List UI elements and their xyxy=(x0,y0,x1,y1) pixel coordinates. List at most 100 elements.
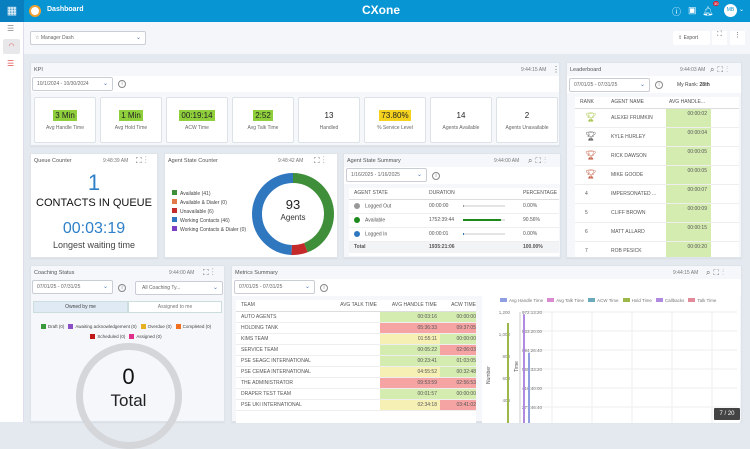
tab-assigned-to-me[interactable]: Assigned to me xyxy=(128,301,222,313)
expand-more-icons[interactable]: ⛶⋮ xyxy=(136,156,150,165)
expand-more-icons[interactable]: ⛶⋮ xyxy=(203,268,217,277)
notification-bell-icon[interactable]: 🔔︎ xyxy=(702,6,714,16)
legend-item[interactable]: Overdue (0) xyxy=(140,324,172,330)
table-row[interactable]: 🏆︎ RICK DAWSON 00:00:05 xyxy=(575,146,739,165)
column-header[interactable]: ACW TIME xyxy=(451,302,476,309)
legend-item[interactable]: Avg Handle Time xyxy=(500,298,543,303)
table-row[interactable]: PSE SEAGC INTERNATIONAL 00:23:41 01:03:05 xyxy=(236,355,476,366)
legend-item[interactable]: Unavailable (6) xyxy=(172,208,246,217)
column-header[interactable]: AVG TALK TIME xyxy=(340,302,377,309)
chart-bar[interactable] xyxy=(528,352,530,423)
table-row[interactable]: HOLDING TANK 05:36:33 09:37:05 xyxy=(236,322,476,333)
chevron-down-icon: ⌄ xyxy=(304,284,310,290)
app-grid-icon[interactable]: ▦ xyxy=(0,0,24,22)
column-header[interactable]: PERCENTAGE xyxy=(523,190,558,197)
legend-item[interactable]: Hold Time xyxy=(622,298,652,303)
table-row[interactable]: PSE CEMEA INTERNATIONAL 04:55:52 00:32:48 xyxy=(236,366,476,377)
legend-item[interactable]: Assigned (0) xyxy=(129,334,162,340)
search-expand-more-icons[interactable]: ⌕⛶⋮ xyxy=(706,268,728,277)
kpi-card[interactable]: 13 Handled xyxy=(298,97,360,143)
sidebar-item-dashboard[interactable]: ◠ xyxy=(3,39,20,54)
table-row[interactable]: SERVICE TEAM 00:05:22 02:06:03 xyxy=(236,344,476,355)
table-row[interactable]: PSE UKI INTERNATIONAL 02:34:18 03:41:02 xyxy=(236,399,476,410)
export-button[interactable]: ⇪ Export xyxy=(673,31,710,45)
avatar-chevron-icon[interactable]: ⌄ xyxy=(739,7,745,13)
kpi-card[interactable]: 00:19:14 ACW Time xyxy=(166,97,228,143)
info-icon[interactable]: i xyxy=(320,284,328,292)
kpi-card[interactable]: 73.80% % Service Level xyxy=(364,97,426,143)
fullscreen-button[interactable]: ⛶ xyxy=(712,31,727,45)
coaching-type-select[interactable]: All Coaching Ty... ⌄ xyxy=(135,281,223,295)
donut-segment[interactable] xyxy=(252,173,334,255)
column-header[interactable]: DURATION xyxy=(429,190,455,197)
legend-item[interactable]: Talk Time xyxy=(688,298,716,303)
info-icon[interactable]: i xyxy=(118,284,126,292)
date-range-select[interactable]: 07/01/25 - 07/31/25 ⌄ xyxy=(569,78,650,92)
table-row[interactable]: DRAPER TEST TEAM 00:01:57 00:00:00 xyxy=(236,388,476,399)
date-range-select[interactable]: 10/1/2024 - 10/30/2024 ⌄ xyxy=(32,77,113,91)
legend-item[interactable]: Available (41) xyxy=(172,190,246,199)
search-expand-more-icons[interactable]: ⌕⛶⋮ xyxy=(710,65,732,74)
search-expand-more-icons[interactable]: ⌕⛶⋮ xyxy=(528,156,550,165)
info-icon[interactable]: i xyxy=(118,80,126,88)
chart-bar[interactable] xyxy=(507,323,509,423)
trophy-icon: 🏆︎ xyxy=(585,150,597,160)
sidebar-item-list[interactable]: ☰ xyxy=(7,59,15,68)
legend-item[interactable]: Callbacks xyxy=(655,298,684,303)
apps-icon[interactable]: ▣ xyxy=(688,5,697,15)
kpi-card[interactable]: 14 Agents Available xyxy=(430,97,492,143)
table-row[interactable]: Logged In 00:00:01 0.00% xyxy=(349,227,559,241)
table-row[interactable]: 🏆︎ MIKE GOODE 00:00:05 xyxy=(575,165,739,184)
legend-item[interactable]: Working Contacts (46) xyxy=(172,217,246,226)
info-icon[interactable]: i xyxy=(655,81,663,89)
dashboard-select[interactable]: ☆ Manager Dash ⌄ xyxy=(30,31,146,45)
tab-owned-by-me[interactable]: Owned by me xyxy=(33,301,128,313)
donut-segment[interactable] xyxy=(252,173,334,255)
kpi-card[interactable]: 2:52 Avg Talk Time xyxy=(232,97,294,143)
table-row[interactable]: AUTO AGENTS 00:03:16 00:00:00 xyxy=(236,311,476,322)
user-avatar[interactable]: MB xyxy=(724,4,737,17)
total-percentage: 100.00% xyxy=(523,244,543,251)
expand-more-icons[interactable]: ⛶⋮ xyxy=(314,156,328,165)
legend-item[interactable]: Available & Dialer (0) xyxy=(172,199,246,208)
kpi-card[interactable]: 1 Min Avg Hold Time xyxy=(100,97,162,143)
legend-item[interactable]: Working Contacts & Dialer (0) xyxy=(172,226,246,235)
kpi-card[interactable]: 3 Min Avg Handle Time xyxy=(34,97,96,143)
legend-item[interactable]: Awaiting acknowledgement (0) xyxy=(68,324,137,330)
column-header[interactable]: RANK xyxy=(580,99,594,106)
table-row[interactable]: 🏆︎ KYLE HURLEY 00:00:04 xyxy=(575,127,739,146)
collapse-menu-icon[interactable]: ☰ xyxy=(7,24,15,33)
legend-item[interactable]: Draft (0) xyxy=(40,324,64,330)
table-row[interactable]: 🏆︎ ALEXEI FRUMKIN 00:00:02 xyxy=(575,108,739,127)
chart-bar[interactable] xyxy=(523,314,525,423)
legend-item[interactable]: ACW Time xyxy=(588,298,619,303)
column-header[interactable]: AVG HANDLE TIME xyxy=(391,302,437,309)
table-row[interactable]: THE ADMINISTRATOR 09:53:59 02:56:53 xyxy=(236,377,476,388)
legend-swatch xyxy=(172,199,177,204)
table-row[interactable]: Available 1752:39:44 90.56% xyxy=(349,213,559,227)
more-icon[interactable]: ⋮ xyxy=(552,65,563,74)
date-range-select[interactable]: 07/01/25 - 07/31/25 ⌄ xyxy=(234,280,315,294)
legend-item[interactable]: Completed (0) xyxy=(175,324,211,330)
table-row[interactable]: 6 MATT ALLARD 00:00:15 xyxy=(575,222,739,241)
date-range-select[interactable]: 1/16/2025 - 1/16/2025 ⌄ xyxy=(346,168,427,182)
help-icon[interactable]: ⓘ xyxy=(672,7,682,17)
table-row[interactable]: KIMS TEAM 01:55:11 00:00:00 xyxy=(236,333,476,344)
legend-swatch xyxy=(172,226,177,231)
date-range-select[interactable]: 07/01/25 - 07/31/25 ⌄ xyxy=(32,280,113,294)
legend-item[interactable]: Scheduled (0) xyxy=(90,334,125,340)
column-header[interactable]: TEAM xyxy=(241,302,255,309)
table-row[interactable]: 5 CLIFF BROWN 00:00:09 xyxy=(575,203,739,222)
info-icon[interactable]: i xyxy=(432,172,440,180)
kpi-card[interactable]: 2 Agents Unavailable xyxy=(496,97,558,143)
y2-tick-label: 694:26:40 xyxy=(522,348,543,353)
table-row[interactable]: 7 ROB PESICK 00:00:20 xyxy=(575,241,739,257)
y1-tick-label: 1,000 xyxy=(499,332,511,337)
column-header[interactable]: AGENT STATE xyxy=(354,190,388,197)
column-header[interactable]: AVG HANDLE... xyxy=(669,99,706,106)
legend-item[interactable]: Avg Talk Time xyxy=(547,298,584,303)
column-header[interactable]: AGENT NAME xyxy=(611,99,644,106)
table-row[interactable]: Logged Out 00:00:00 0.00% xyxy=(349,199,559,213)
more-options-button[interactable]: ⋮ xyxy=(730,31,745,45)
table-row[interactable]: 4 IMPERSONATED ... 00:00:07 xyxy=(575,184,739,203)
